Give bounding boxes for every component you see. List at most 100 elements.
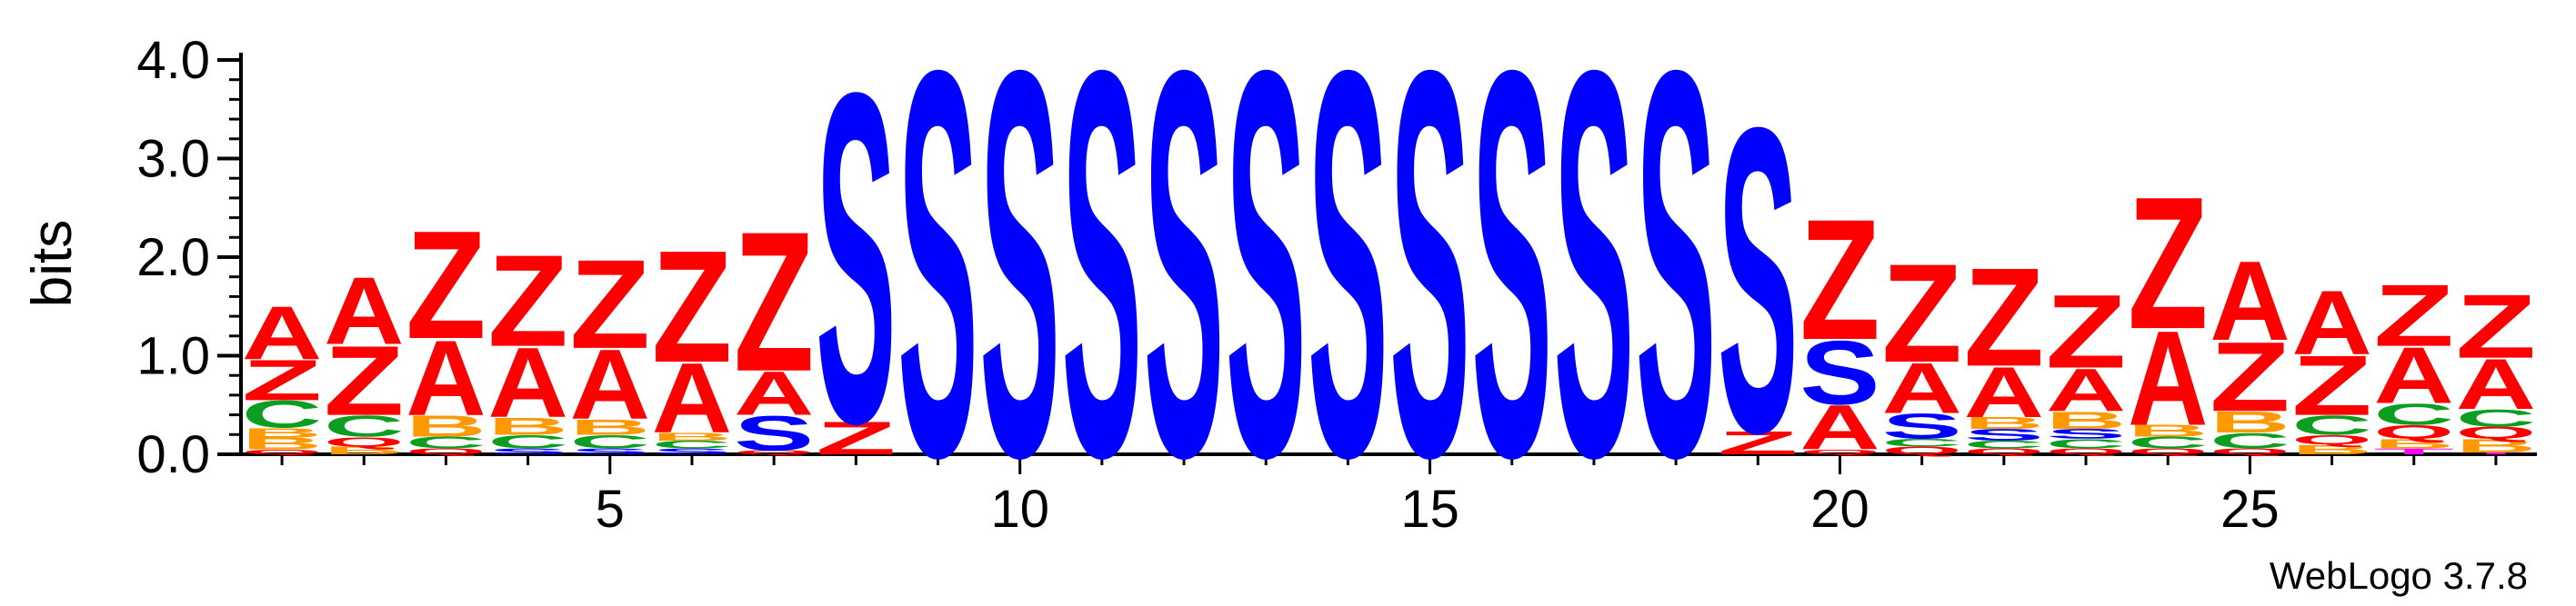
x-tick-label: 15: [1400, 480, 1459, 539]
logo-letter-Z: Z: [2128, 157, 2208, 368]
x-tick-label: 20: [1810, 480, 1869, 539]
y-tick-label: 3.0: [136, 130, 210, 189]
logo-letter-C: C: [570, 431, 650, 452]
logo-letter-S: S: [897, 0, 977, 571]
logo-column: S: [1308, 0, 1388, 571]
logo-letter-B: B: [487, 412, 567, 440]
logo-letter-C: C: [1881, 436, 1961, 449]
logo-letter-B: B: [2128, 422, 2208, 440]
x-axis: 5 10 15 20 25: [241, 452, 2537, 539]
logo-letter-C: C: [652, 439, 732, 452]
logo-letter-A: A: [2128, 303, 2208, 453]
logo-column: S: [1144, 0, 1224, 571]
logo-column: S: [1226, 0, 1306, 571]
logo-letter-S: S: [652, 447, 732, 456]
x-tick-label: 25: [2220, 480, 2280, 539]
logo-letter-Q: Q: [2046, 447, 2126, 456]
logo-letter-Q: Q: [1799, 448, 1879, 455]
logo-letter-Z: Z: [2456, 276, 2536, 378]
logo-letter-S: S: [2046, 426, 2126, 442]
logo-letter-A: A: [487, 327, 567, 438]
y-tick-label: 2.0: [136, 228, 210, 287]
logo-letter-A: A: [1799, 392, 1879, 463]
logo-letter-A: A: [406, 318, 486, 438]
logo-letter-A: A: [2210, 238, 2290, 364]
logo-letter-Z: Z: [570, 233, 650, 375]
logo-letter-Z: Z: [487, 227, 567, 374]
logo-column: S: [897, 0, 977, 571]
logo-letter-S: S: [1881, 406, 1961, 446]
logo-letter-Z: Z: [1718, 425, 1798, 462]
logo-letter-A: A: [2456, 344, 2536, 424]
logo-letter-C: C: [324, 410, 404, 443]
logo-letter-B: B: [406, 410, 486, 443]
logo-letter-A: A: [1964, 353, 2044, 432]
logo-letter-B: B: [1964, 413, 2044, 432]
logo-letter-Q: Q: [2374, 422, 2454, 443]
logo-letter-B: B: [652, 431, 732, 443]
logo-column: ZS: [816, 0, 896, 522]
logo-letter-C: C: [242, 393, 322, 436]
logo-letter-A: A: [734, 359, 814, 428]
logo-letter-Z: Z: [2291, 338, 2371, 433]
logo-letter-Z: Z: [1881, 234, 1961, 392]
logo-letter-S: S: [487, 447, 567, 456]
logo-letter-Q: Q: [324, 434, 404, 450]
logo-letter-C: C: [1964, 439, 2044, 452]
logo-letter-B: B: [2374, 436, 2454, 452]
logo-column: S: [1062, 0, 1142, 571]
weblogo-credit: WebLogo 3.7.8: [2270, 554, 2528, 597]
x-tick-label: 10: [990, 480, 1049, 539]
logo-column: S: [1636, 0, 1716, 571]
logo-letter-S: S: [1636, 0, 1716, 571]
logo-letter-Z: Z: [652, 218, 732, 397]
y-tick-label: 0.0: [136, 425, 210, 484]
logo-letter-S: S: [570, 447, 650, 456]
logo-letter-B: B: [2291, 442, 2371, 457]
logo-letter-Q: Q: [734, 450, 814, 456]
logo-letter-C: C: [2046, 436, 2126, 452]
logo-letter-S: S: [1144, 0, 1224, 571]
y-axis: 0.0 1.0 2.0 3.0 4.0: [136, 31, 243, 484]
logo-letter-Q: Q: [2128, 447, 2208, 456]
logo-letter-Q: Q: [1964, 447, 2044, 456]
logo-letter-B: B: [2456, 435, 2536, 457]
logo-letter-S: S: [1718, 38, 1798, 523]
logo-letter-Q: Q: [2210, 447, 2290, 456]
logo-letter-B: B: [2210, 405, 2290, 439]
logo-letter-T: T: [2456, 452, 2536, 454]
logo-letter-Z: Z: [1799, 183, 1879, 375]
logo-letter-A: A: [324, 257, 404, 365]
logo-letter-B: B: [324, 444, 404, 457]
logo-letter-S: S: [1226, 0, 1306, 571]
logo-column: S: [1389, 0, 1469, 571]
logo-letter-C: C: [2374, 398, 2454, 432]
logo-letter-C: C: [2291, 410, 2371, 441]
logo-letter-A: A: [2046, 356, 2126, 423]
logo-letter-A: A: [652, 343, 732, 453]
logo-letter-C: C: [406, 433, 486, 452]
logo-letter-Q: Q: [406, 447, 486, 456]
logo-letter-Z: Z: [734, 192, 814, 414]
logo-letter-S: S: [1554, 0, 1634, 571]
logo-letter-S: S: [1062, 0, 1142, 571]
logo-letter-A: A: [570, 329, 650, 440]
logo-letter-Q: Q: [2291, 432, 2371, 448]
logo-letter-Z: Z: [1964, 238, 2044, 395]
logo-letter-S: S: [734, 406, 814, 462]
logo-letter-C: C: [2456, 404, 2536, 432]
y-tick-label: 4.0: [136, 31, 210, 90]
